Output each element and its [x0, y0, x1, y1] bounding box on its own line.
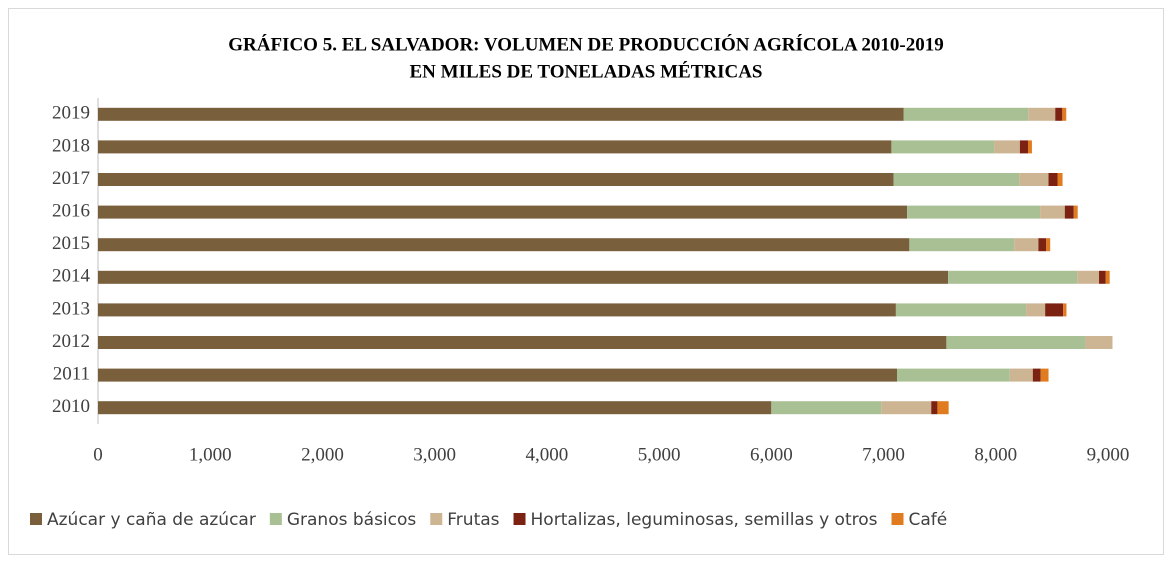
- bar-segment: [907, 205, 1041, 219]
- x-tick-label: 9,000: [1087, 444, 1130, 465]
- bar-segment: [1055, 107, 1063, 121]
- y-tick-label: 2013: [52, 298, 90, 319]
- bar-segment: [771, 401, 882, 415]
- bar-segment: [1085, 336, 1113, 349]
- legend-label: Hortalizas, leguminosas, semillas y otro…: [531, 510, 878, 530]
- y-tick-label: 2018: [52, 135, 90, 156]
- bar-segment: [1062, 107, 1067, 121]
- bar-segment: [98, 173, 894, 186]
- bar-segment: [1064, 205, 1074, 219]
- x-tick-label: 5,000: [638, 444, 681, 465]
- bar-segment: [903, 107, 1029, 121]
- bar-segment: [1019, 173, 1049, 186]
- x-tick-label: 7,000: [862, 444, 905, 465]
- bar-segment: [948, 270, 1078, 284]
- bar-segment: [1099, 270, 1106, 284]
- chart-title: GRÁFICO 5. EL SALVADOR: VOLUMEN DE PRODU…: [228, 33, 944, 55]
- bar-segment: [946, 336, 1086, 349]
- bar-segment: [98, 238, 910, 252]
- bar-segment: [98, 270, 949, 284]
- chart-title: EN MILES DE TONELADAS MÉTRICAS: [410, 60, 763, 82]
- y-tick-label: 2012: [52, 331, 90, 352]
- legend-label: Granos básicos: [287, 510, 417, 530]
- bar-segment: [1057, 173, 1063, 186]
- y-tick-label: 2011: [53, 363, 90, 384]
- bar-segment: [1026, 303, 1046, 317]
- bar-segment: [895, 303, 1027, 317]
- legend-swatch: [891, 513, 904, 525]
- bar-segment: [909, 238, 1015, 252]
- bar-segment: [98, 140, 892, 154]
- bar-segment: [891, 140, 995, 154]
- bar-segment: [1028, 107, 1056, 121]
- bar-segment: [1046, 238, 1051, 252]
- legend-swatch: [430, 513, 443, 525]
- x-tick-label: 6,000: [750, 444, 793, 465]
- bar-segment: [1009, 368, 1033, 382]
- bar-segment: [1027, 140, 1032, 154]
- bar-segment: [994, 140, 1020, 154]
- bar-segment: [1063, 303, 1067, 317]
- bar-segment: [1014, 238, 1039, 252]
- bar-segment: [98, 205, 908, 219]
- x-tick-label: 3,000: [413, 444, 456, 465]
- bar-segment: [98, 336, 947, 349]
- bar-segment: [881, 401, 932, 415]
- bar-segment: [98, 303, 896, 317]
- x-tick-label: 1,000: [189, 444, 232, 465]
- bar-segment: [1032, 368, 1041, 382]
- bar-segment: [1105, 270, 1110, 284]
- bar-segment: [893, 173, 1020, 186]
- y-tick-label: 2017: [52, 168, 90, 189]
- bar-segment: [1048, 173, 1058, 186]
- bar-segment: [1019, 140, 1028, 154]
- x-tick-label: 2,000: [301, 444, 344, 465]
- legend-label: Frutas: [447, 510, 499, 530]
- bar-segment: [1077, 270, 1100, 284]
- bar-segment: [98, 368, 898, 382]
- legend-swatch: [513, 513, 526, 525]
- bar-segment: [1040, 205, 1065, 219]
- bar-segment: [897, 368, 1010, 382]
- bar-segment: [1045, 303, 1064, 317]
- legend-swatch: [269, 513, 282, 525]
- x-tick-label: 4,000: [526, 444, 569, 465]
- bar-segment: [98, 107, 904, 121]
- y-tick-label: 2016: [52, 200, 90, 221]
- bar-segment: [931, 401, 938, 415]
- y-tick-label: 2015: [52, 233, 90, 254]
- y-tick-label: 2019: [52, 103, 90, 124]
- x-tick-label: 8,000: [974, 444, 1017, 465]
- legend-swatch: [30, 513, 42, 525]
- bar-segment: [1038, 238, 1047, 252]
- bar-segment: [1040, 368, 1049, 382]
- y-tick-label: 2014: [52, 266, 91, 287]
- x-tick-label: 0: [93, 444, 103, 465]
- bar-segment: [98, 401, 772, 415]
- legend-label: Azúcar y caña de azúcar: [47, 510, 256, 530]
- y-tick-label: 2010: [52, 396, 90, 417]
- bar-segment: [1073, 205, 1078, 219]
- bar-segment: [937, 401, 949, 415]
- legend-label: Café: [909, 510, 948, 530]
